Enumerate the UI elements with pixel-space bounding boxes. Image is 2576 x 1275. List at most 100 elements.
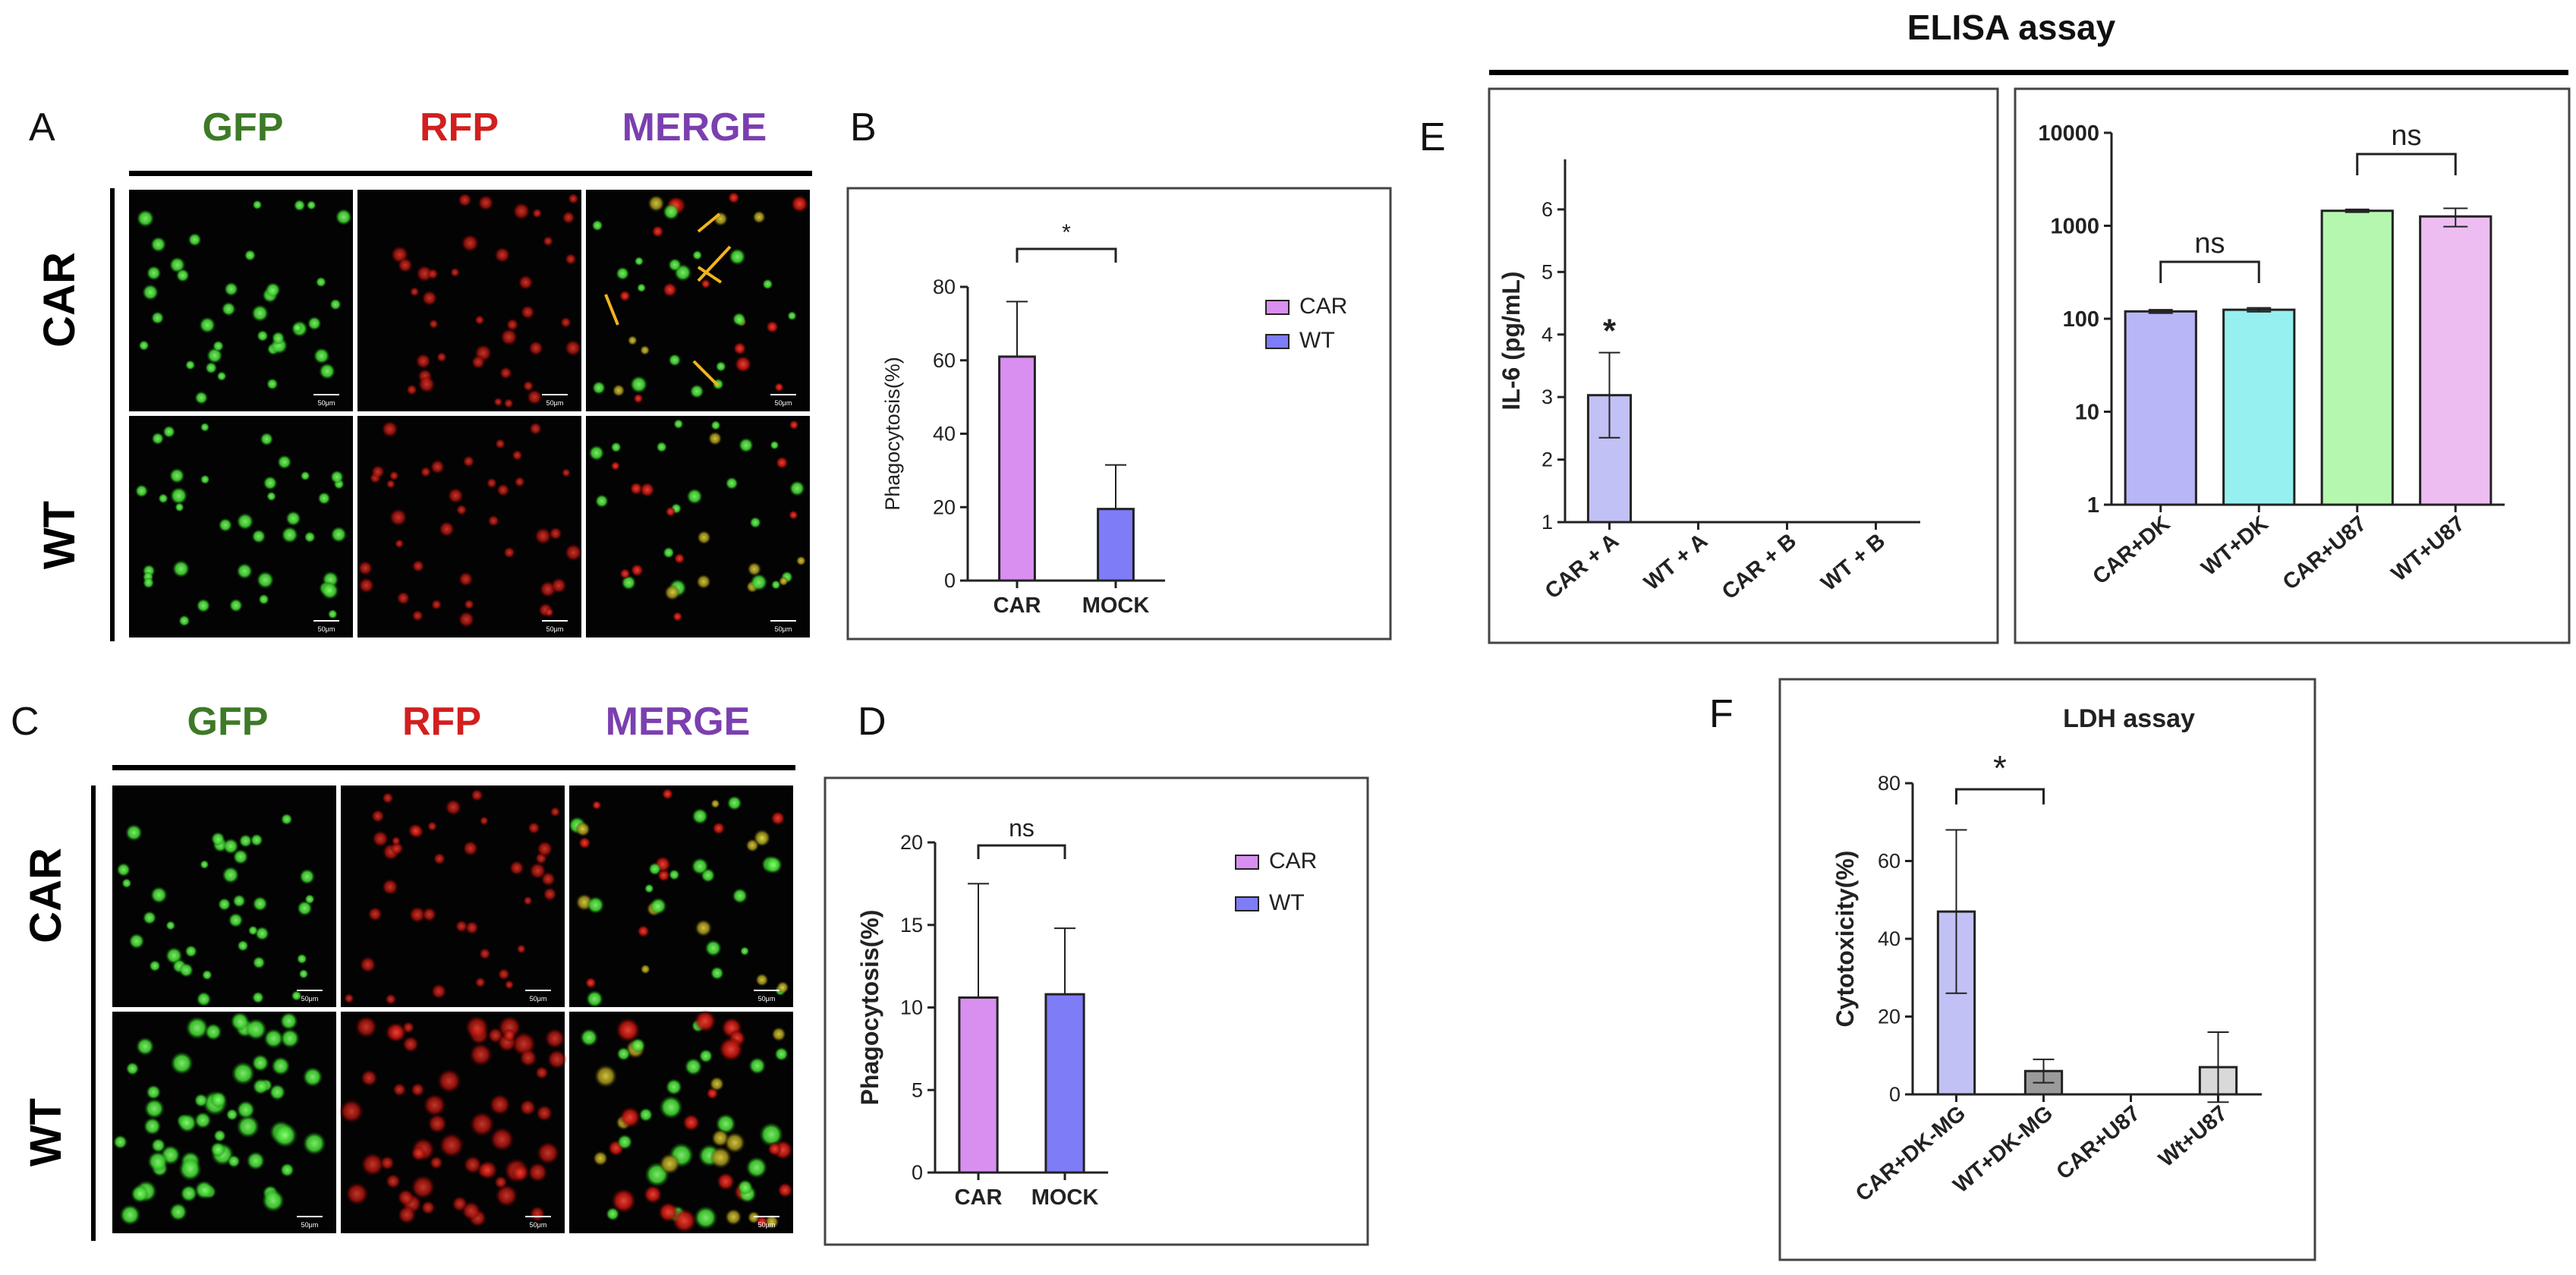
cell-blob: [591, 800, 602, 811]
cell-blob: [778, 576, 789, 587]
row-header-wt: WT: [35, 501, 84, 569]
cell-blob: [732, 342, 747, 355]
bar: [1097, 508, 1135, 582]
cell-blob: [280, 813, 293, 826]
cell-blob: [647, 194, 665, 212]
cell-blob: [381, 878, 399, 896]
cell-blob: [619, 568, 631, 580]
cell-blob: [199, 316, 216, 334]
cell-blob: [271, 1056, 291, 1076]
cell-blob: [745, 1156, 768, 1179]
y-tick-label: 40: [1878, 927, 1901, 950]
cell-blob: [433, 852, 446, 865]
cell-blob: [271, 331, 285, 345]
cell-blob: [357, 560, 373, 576]
y-tick-label: 10000: [2038, 121, 2099, 146]
cell-blob: [406, 384, 417, 395]
cell-blob: [252, 955, 266, 969]
cell-blob: [748, 1056, 767, 1075]
cell-blob: [615, 1017, 641, 1043]
cell-blob: [519, 1099, 537, 1116]
cell-blob: [430, 459, 446, 474]
x-tick-label: WT + B: [1817, 529, 1890, 596]
cell-blob: [251, 529, 266, 544]
y-tick-label: 1: [2087, 493, 2099, 518]
cell-blob: [329, 298, 342, 310]
panel-letter-a: A: [29, 105, 55, 150]
cell-blob: [497, 968, 510, 981]
cell-blob: [291, 990, 302, 1002]
y-tick-label: 10: [900, 996, 923, 1019]
cell-blob: [649, 897, 667, 915]
cell-blob: [789, 510, 798, 520]
cell-blob: [169, 486, 188, 505]
cell-blob: [128, 933, 145, 949]
arrow-indicator: [604, 294, 619, 326]
cell-blob: [230, 1012, 250, 1031]
cell-blob: [329, 470, 345, 484]
cell-blob: [764, 1214, 779, 1229]
cell-blob: [668, 258, 682, 272]
cell-blob: [560, 316, 572, 329]
cell-blob: [663, 546, 675, 559]
cell-blob: [536, 1104, 553, 1122]
cell-blob: [469, 1111, 495, 1138]
cell-blob: [224, 282, 239, 297]
cell-blob: [257, 329, 269, 342]
cell-blob: [411, 1145, 427, 1162]
cell-blob: [158, 493, 168, 504]
y-tick-label: 40: [933, 423, 956, 445]
x-tick-label: CAR+DK-MG: [1851, 1101, 1970, 1207]
chart-title: LDH assay: [2063, 704, 2195, 733]
cell-blob: [644, 883, 654, 894]
cell-blob: [175, 502, 184, 512]
cell-blob: [300, 471, 310, 481]
cell-blob: [479, 816, 489, 826]
legend-swatch: [1265, 300, 1290, 315]
y-axis-label: Phagocytosis(%): [856, 910, 883, 1106]
y-tick-label: 4: [1542, 323, 1553, 346]
cell-blob: [386, 1022, 407, 1043]
cell-blob: [165, 921, 176, 930]
cell-blob: [594, 1064, 618, 1088]
cell-blob: [382, 792, 394, 804]
cell-blob: [549, 527, 562, 540]
cell-blob: [228, 598, 243, 612]
column-header-gfp: GFP: [203, 105, 284, 150]
cell-blob: [194, 391, 209, 405]
cell-blob: [131, 1184, 150, 1204]
cell-blob: [427, 1113, 448, 1134]
y-tick-label: 20: [900, 831, 923, 854]
cell-blob: [194, 1180, 214, 1200]
cell-blob: [504, 980, 515, 990]
cell-blob: [411, 559, 425, 573]
cell-blob: [225, 1108, 238, 1121]
x-tick-label: CAR + A: [1541, 529, 1623, 604]
cell-blob: [776, 981, 789, 994]
y-tick-label: 15: [900, 914, 923, 937]
cell-blob: [511, 1163, 530, 1182]
cell-blob: [564, 339, 582, 357]
cell-blob: [531, 208, 543, 219]
chart-frame-f: [1778, 678, 2316, 1261]
cell-blob: [304, 530, 316, 543]
cell-blob: [327, 609, 338, 619]
cell-blob: [221, 301, 236, 316]
cell-blob: [495, 1184, 518, 1207]
cell-blob: [261, 1188, 285, 1213]
cell-blob: [663, 203, 680, 221]
cell-blob: [640, 964, 650, 974]
cell-blob: [578, 836, 591, 849]
cell-blob: [766, 320, 779, 334]
cell-blob: [709, 1076, 725, 1091]
cell-blob: [659, 1095, 683, 1119]
cell-blob: [244, 1018, 267, 1040]
cell-blob: [458, 571, 474, 587]
cell-blob: [686, 488, 703, 505]
cell-blob: [386, 479, 396, 489]
cell-blob: [339, 1099, 364, 1124]
cell-blob: [180, 1185, 198, 1203]
cell-blob: [732, 888, 748, 904]
cell-blob: [591, 380, 606, 395]
cell-blob: [659, 1153, 681, 1175]
